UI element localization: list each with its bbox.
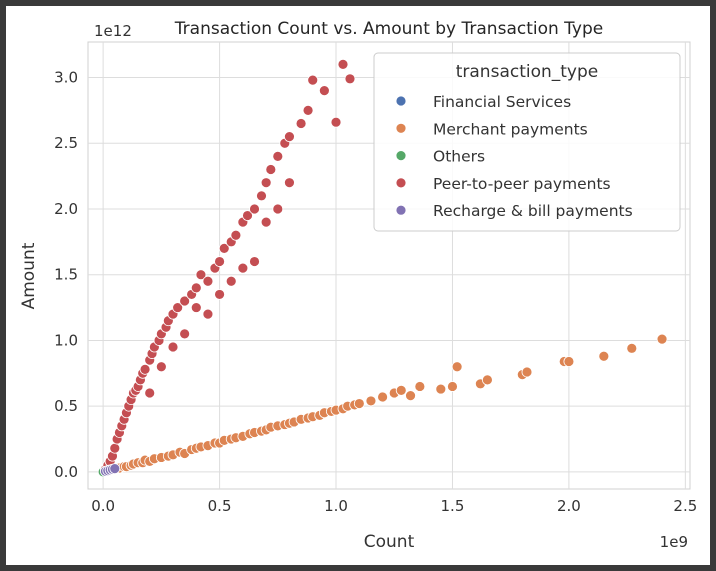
data-point [139, 363, 151, 375]
data-point [284, 177, 295, 189]
data-point [395, 384, 407, 396]
data-point [435, 383, 447, 395]
y-tick-label: 2.0 [54, 200, 78, 218]
data-point [109, 442, 121, 454]
data-point [318, 85, 330, 97]
data-point [237, 262, 249, 274]
legend-marker [395, 95, 407, 107]
y-tick-label: 1.0 [54, 331, 78, 349]
legend-marker [395, 150, 407, 162]
data-point [302, 104, 314, 116]
data-point [260, 216, 272, 228]
data-point [365, 395, 377, 407]
data-point [202, 275, 214, 287]
data-point [447, 381, 458, 392]
legend-title: transaction_type [456, 62, 599, 82]
data-point [272, 203, 284, 215]
data-point [598, 350, 610, 362]
data-point [626, 342, 638, 354]
data-point [405, 390, 416, 402]
data-point [481, 374, 493, 386]
legend-box [373, 52, 681, 232]
x-axis-title: Count [364, 532, 415, 552]
data-point [307, 74, 319, 86]
data-points [97, 58, 668, 478]
x-offset-text: 1e9 [660, 533, 688, 551]
y-tick-label: 0.5 [54, 397, 78, 415]
data-point [179, 295, 191, 307]
y-offset-text: 1e12 [94, 22, 132, 40]
data-point [202, 308, 214, 320]
x-tick-label: 2.0 [557, 497, 581, 515]
chart-figure: 0.0 0.5 1.0 1.5 2.0 2.5 0.0 0.5 1.0 1.5 2.0 2.5 3.0… [6, 6, 710, 565]
data-point [656, 333, 668, 345]
data-point [218, 243, 230, 254]
data-point [272, 150, 284, 162]
data-point [230, 229, 242, 241]
data-point [190, 302, 202, 313]
data-point [172, 302, 184, 313]
data-point [295, 118, 307, 129]
legend-marker [395, 177, 407, 189]
data-point [109, 463, 121, 475]
series-points [100, 58, 356, 475]
data-point [337, 58, 349, 70]
data-point [284, 131, 295, 143]
data-point [563, 356, 575, 367]
y-tick-label: 0.0 [54, 463, 78, 481]
data-point [214, 289, 225, 300]
legend-entries: Financial Services Merchant payments Other… [395, 93, 633, 220]
x-tick-label: 1.5 [441, 497, 465, 515]
x-tick-label: 2.5 [673, 497, 697, 515]
y-tick-label: 3.0 [54, 68, 78, 86]
y-tick-label: 2.5 [54, 134, 78, 152]
chart-title: Transaction Count vs. Amount by Transact… [174, 19, 603, 39]
series-points [100, 463, 121, 477]
y-tick-labels: 0.0 0.5 1.0 1.5 2.0 2.5 3.0 [54, 68, 78, 480]
data-point [144, 387, 156, 399]
data-point [344, 73, 356, 85]
legend-label: Peer-to-peer payments [433, 175, 611, 193]
data-point [256, 190, 267, 202]
data-point [155, 361, 167, 373]
data-point [353, 398, 365, 409]
legend-label: Others [433, 148, 485, 166]
data-point [195, 269, 207, 281]
data-point [242, 210, 253, 221]
data-point [451, 361, 463, 373]
x-tick-labels: 0.0 0.5 1.0 1.5 2.0 2.5 [91, 497, 697, 515]
legend-marker [395, 122, 407, 134]
y-axis-title: Amount [19, 242, 39, 309]
grid-lines [88, 42, 690, 489]
data-point [167, 341, 179, 353]
data-point [179, 328, 191, 340]
x-tick-label: 0.0 [91, 497, 115, 515]
x-tick-label: 1.0 [324, 497, 348, 515]
legend-marker [395, 204, 407, 216]
data-point [377, 391, 388, 403]
series-points [104, 333, 668, 476]
legend-label: Financial Services [433, 93, 571, 111]
legend: transaction_type Financial Services Merch… [373, 52, 681, 232]
scatter-chart: 0.0 0.5 1.0 1.5 2.0 2.5 0.0 0.5 1.0 1.5 2.0 2.5 3.0… [19, 19, 697, 552]
data-point [214, 256, 225, 267]
data-point [260, 177, 272, 189]
data-point [414, 381, 426, 392]
legend-label: Recharge & bill payments [433, 202, 633, 220]
data-point [225, 275, 237, 287]
data-point [249, 203, 260, 215]
data-point [265, 164, 277, 175]
data-point [521, 366, 533, 378]
data-point [249, 256, 260, 267]
legend-label: Merchant payments [433, 120, 588, 138]
x-tick-label: 0.5 [208, 497, 232, 515]
data-point [330, 116, 342, 128]
y-tick-label: 1.5 [54, 266, 78, 284]
data-point [190, 282, 202, 294]
